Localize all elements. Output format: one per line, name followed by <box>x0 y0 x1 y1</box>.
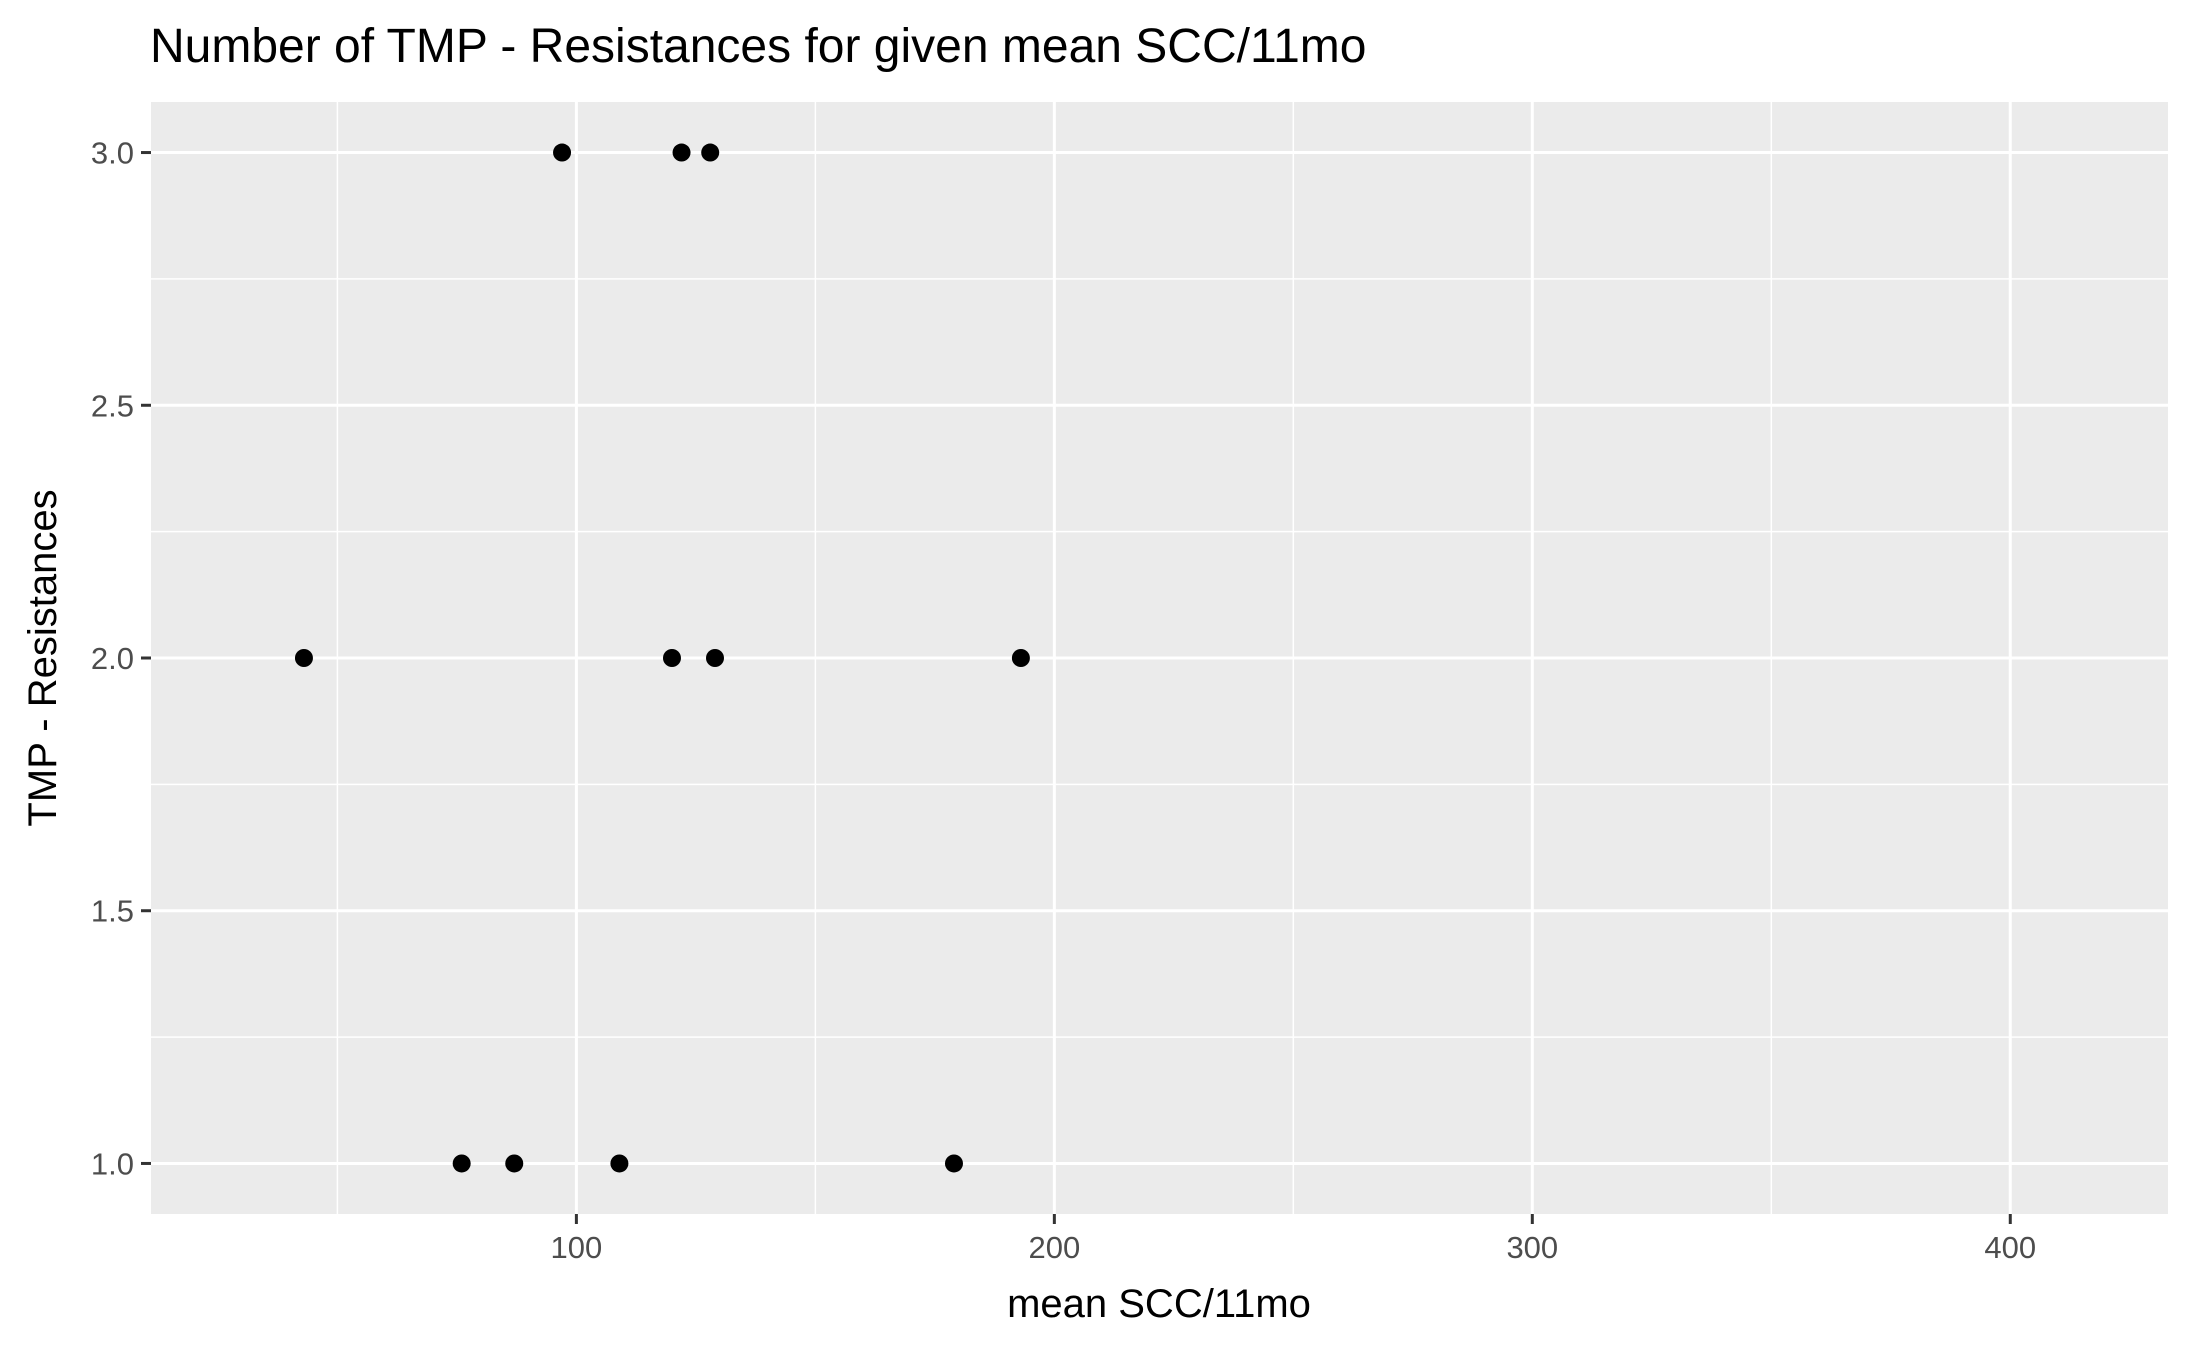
y-tick-label: 3.0 <box>91 136 134 171</box>
x-axis-title: mean SCC/11mo <box>1007 1282 1311 1326</box>
data-point <box>672 143 691 162</box>
y-tick-label: 2.0 <box>91 641 134 676</box>
major-gridlines <box>151 102 2168 1214</box>
x-tick-label: 400 <box>1984 1230 2036 1265</box>
y-tick-label: 1.5 <box>91 894 134 929</box>
data-point <box>505 1154 524 1173</box>
x-axis: 100 200 300 400 <box>551 1214 2036 1265</box>
chart-title: Number of TMP - Resistances for given me… <box>150 20 1366 73</box>
data-point <box>452 1154 471 1173</box>
y-axis: 1.0 1.5 2.0 2.5 3.0 <box>91 136 151 1181</box>
data-point <box>294 649 313 667</box>
data-point <box>610 1154 629 1173</box>
data-point <box>705 649 724 667</box>
x-tick-label: 100 <box>551 1230 603 1265</box>
x-tick-label: 200 <box>1028 1230 1080 1265</box>
data-points <box>294 143 1030 1173</box>
data-point <box>944 1154 963 1173</box>
y-tick-label: 2.5 <box>91 388 134 423</box>
data-point <box>662 649 681 667</box>
data-point <box>553 143 572 162</box>
y-tick-label: 1.0 <box>91 1146 134 1181</box>
y-axis-title: TMP - Resistances <box>21 489 65 826</box>
data-point <box>701 143 720 162</box>
x-tick-label: 300 <box>1506 1230 1558 1265</box>
data-point <box>1011 649 1030 667</box>
